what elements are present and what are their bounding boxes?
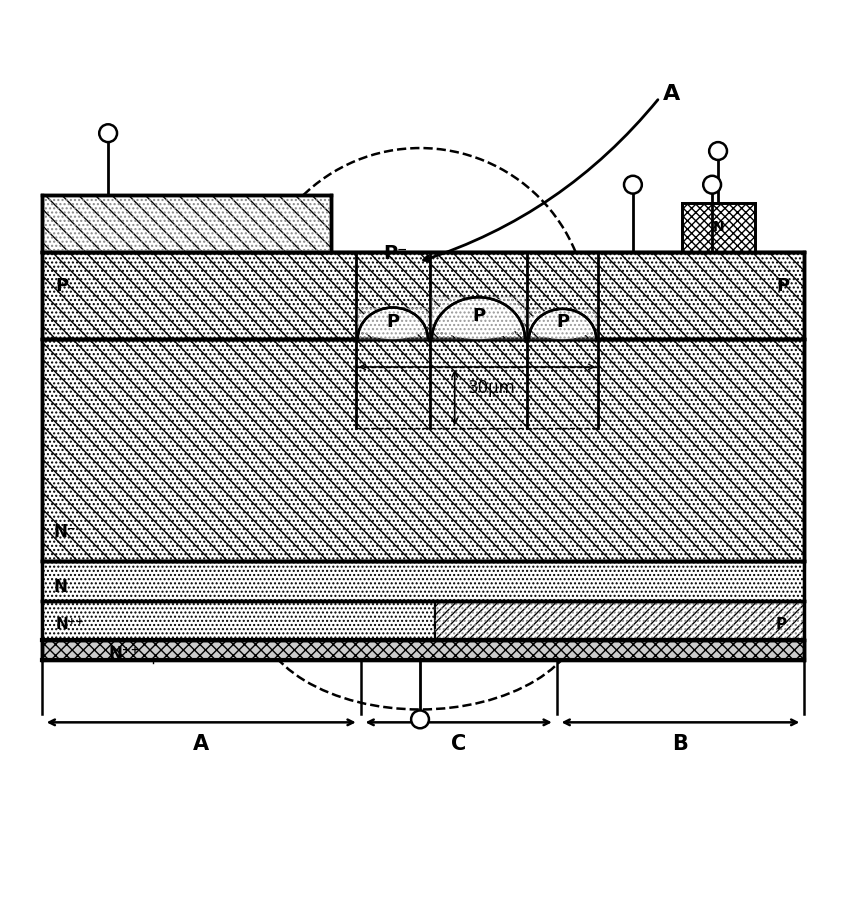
Ellipse shape: [357, 308, 428, 339]
Text: A: A: [193, 734, 209, 754]
Text: N: N: [713, 220, 724, 234]
Bar: [42, 339, 804, 561]
Text: N: N: [53, 578, 68, 596]
Circle shape: [411, 711, 429, 728]
Circle shape: [624, 176, 642, 194]
Circle shape: [709, 142, 727, 160]
Circle shape: [703, 176, 721, 194]
Bar: [42, 601, 435, 640]
Bar: [529, 308, 596, 339]
Bar: [42, 252, 804, 339]
Text: N⁺⁺: N⁺⁺: [108, 645, 140, 662]
Bar: [42, 339, 804, 561]
Circle shape: [99, 125, 117, 142]
Text: P: P: [556, 313, 569, 331]
Bar: [42, 252, 804, 339]
Ellipse shape: [529, 308, 596, 339]
Text: P: P: [776, 277, 789, 295]
Bar: [42, 561, 804, 601]
Text: N⁺⁺: N⁺⁺: [56, 617, 85, 632]
Text: P⁻: P⁻: [383, 245, 407, 264]
Bar: [42, 640, 804, 660]
Text: P: P: [775, 617, 786, 632]
Bar: [432, 298, 525, 339]
Text: B: B: [673, 734, 689, 754]
Text: P: P: [386, 312, 400, 330]
Text: P: P: [56, 277, 69, 295]
Bar: [42, 195, 331, 252]
Text: N⁻: N⁻: [53, 523, 76, 541]
Text: P: P: [472, 307, 485, 325]
Text: A: A: [662, 84, 680, 104]
Text: 30μm: 30μm: [468, 379, 516, 397]
Bar: [435, 601, 804, 640]
Bar: [435, 601, 804, 640]
Bar: [357, 308, 428, 339]
Bar: [683, 203, 755, 252]
Text: C: C: [451, 734, 467, 754]
Ellipse shape: [432, 298, 525, 339]
Bar: [42, 195, 331, 252]
